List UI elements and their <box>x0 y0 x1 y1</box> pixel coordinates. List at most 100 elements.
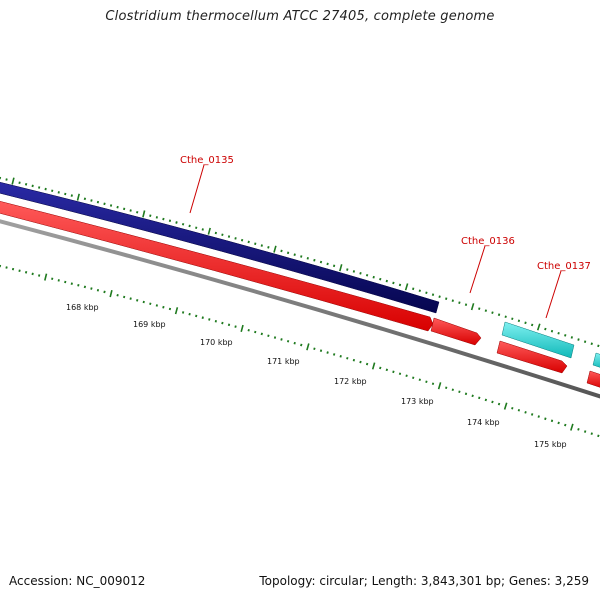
inner-minor-tick <box>418 378 421 382</box>
outer-minor-tick <box>162 217 165 221</box>
inner-minor-tick <box>24 270 28 274</box>
scale-label-173: 173 kbp <box>401 397 434 406</box>
leader-line-cthe-0137 <box>545 270 562 319</box>
outer-minor-tick <box>123 207 126 211</box>
leader-line-cthe-0136 <box>469 245 486 294</box>
outer-minor-tick <box>188 224 191 228</box>
scale-label-168: 168 kbp <box>66 303 99 312</box>
inner-minor-tick <box>162 305 165 309</box>
inner-major-tick <box>174 307 179 315</box>
inner-minor-tick <box>38 274 41 277</box>
gene-rna-partial[interactable] <box>592 352 600 369</box>
inner-major-tick <box>109 290 113 298</box>
scale-label-171: 171 kbp <box>267 357 300 366</box>
outer-minor-tick <box>24 182 28 186</box>
outer-major-tick <box>339 264 343 272</box>
inner-minor-tick <box>471 394 474 398</box>
outer-minor-tick <box>365 273 369 277</box>
inner-minor-tick <box>365 362 369 366</box>
inner-minor-tick <box>103 290 106 294</box>
outer-minor-tick <box>51 189 54 193</box>
inner-minor-tick <box>379 366 382 370</box>
outer-major-tick <box>207 227 211 235</box>
outer-major-tick <box>470 303 475 311</box>
outer-minor-tick <box>385 279 388 283</box>
inner-minor-tick <box>491 400 494 404</box>
inner-minor-tick <box>64 280 67 284</box>
inner-minor-tick <box>537 415 540 418</box>
gene-reverse-red-arrow[interactable] <box>496 340 568 374</box>
outer-minor-tick <box>136 210 139 214</box>
gene-cthe-0135-forward[interactable] <box>0 181 440 314</box>
gene-cthe-0137[interactable] <box>501 321 575 359</box>
outer-minor-tick <box>597 344 600 348</box>
outer-minor-tick <box>306 257 309 260</box>
outer-minor-tick <box>431 293 435 296</box>
outer-minor-tick <box>372 275 375 279</box>
accession-text: Accession: NC_009012 <box>9 574 146 588</box>
inner-minor-tick <box>352 358 356 362</box>
outer-minor-tick <box>96 200 100 204</box>
inner-minor-tick <box>385 368 389 372</box>
outer-minor-tick <box>517 319 521 323</box>
gene-cthe-0136[interactable] <box>430 317 482 346</box>
outer-minor-tick <box>577 338 580 341</box>
inner-minor-tick <box>77 283 80 287</box>
outer-minor-tick <box>149 214 152 217</box>
outer-minor-tick <box>214 231 217 235</box>
outer-minor-tick <box>227 235 231 238</box>
outer-minor-tick <box>83 197 87 201</box>
inner-minor-tick <box>577 428 580 431</box>
outer-minor-tick <box>168 219 172 223</box>
inner-minor-tick <box>51 277 54 281</box>
outer-minor-tick <box>352 270 356 273</box>
outer-minor-tick <box>478 307 481 310</box>
outer-minor-tick <box>201 228 204 231</box>
inner-minor-tick <box>583 430 587 433</box>
inner-minor-tick <box>149 302 152 306</box>
outer-major-tick <box>142 210 146 218</box>
outer-minor-tick <box>544 327 547 331</box>
inner-major-tick <box>306 343 310 351</box>
inner-minor-tick <box>254 330 257 334</box>
outer-minor-tick <box>464 303 468 306</box>
outer-minor-tick <box>18 181 21 185</box>
scale-label-175: 175 kbp <box>534 440 567 449</box>
outer-minor-tick <box>90 199 93 202</box>
inner-minor-tick <box>260 332 263 336</box>
gene-label-cthe-0135[interactable]: Cthe_0135 <box>180 155 234 166</box>
inner-minor-tick <box>530 413 534 416</box>
outer-major-tick <box>536 323 541 331</box>
inner-minor-tick <box>11 267 15 271</box>
inner-minor-tick <box>557 421 560 425</box>
outer-minor-tick <box>175 221 178 224</box>
inner-minor-tick <box>208 318 211 321</box>
inner-major-tick <box>371 362 376 370</box>
outer-minor-tick <box>109 204 113 207</box>
inner-minor-tick <box>431 382 435 386</box>
gene-label-cthe-0137[interactable]: Cthe_0137 <box>537 261 591 272</box>
outer-minor-tick <box>319 260 323 264</box>
outer-minor-tick <box>293 253 296 256</box>
outer-minor-tick <box>346 268 349 271</box>
outer-minor-tick <box>359 272 362 275</box>
outer-minor-tick <box>511 317 514 321</box>
outer-minor-tick <box>300 255 303 258</box>
inner-minor-tick <box>300 343 303 347</box>
inner-minor-tick <box>392 370 395 374</box>
gene-reverse-partial[interactable] <box>586 370 600 389</box>
inner-major-tick <box>570 423 574 431</box>
gene-cthe-0135-reverse-track[interactable] <box>0 200 434 332</box>
inner-minor-tick <box>326 351 329 354</box>
inner-minor-tick <box>550 419 554 423</box>
outer-minor-tick <box>247 240 250 244</box>
inner-minor-tick <box>136 299 139 302</box>
inner-minor-tick <box>497 402 501 406</box>
inner-minor-tick <box>273 336 277 339</box>
inner-minor-tick <box>597 434 600 438</box>
gene-label-cthe-0136[interactable]: Cthe_0136 <box>461 236 515 247</box>
outer-minor-tick <box>379 277 382 281</box>
leader-line-cthe-0135 <box>189 164 205 214</box>
inner-minor-tick <box>359 360 362 364</box>
